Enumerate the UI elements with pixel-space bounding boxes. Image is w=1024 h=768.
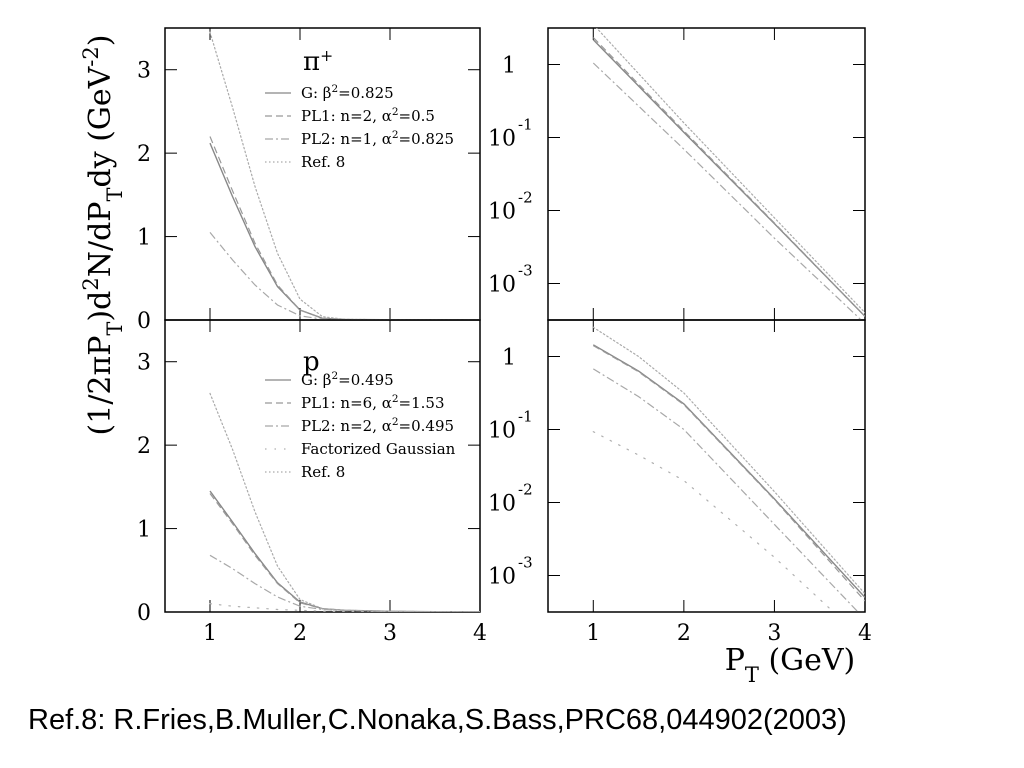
x-tick-label: 2 [293,621,307,646]
legend-label: PL2: n=1, α2=0.825 [301,129,454,148]
x-axis-label: PT (GeV) [725,643,856,687]
series-line [209,232,480,320]
series-line [592,344,865,598]
y-tick-label: 10 [488,127,516,152]
series-line [209,493,480,612]
y-tick-label: 2 [137,434,151,459]
y-tick-exponent: -3 [518,554,533,572]
y-axis-label: (1/2πPT)d2N/dPTdy (GeV-2) [79,35,127,436]
y-tick-label: 0 [137,309,151,334]
series-group [592,28,865,320]
y-tick-label: 10 [488,565,516,590]
y-tick-label: 1 [137,518,151,543]
y-tick-label: 2 [137,142,151,167]
particle-label: p [303,347,320,377]
plot-frame [547,319,866,613]
x-tick-label: 4 [858,621,872,646]
x-tick-label: 4 [473,621,487,646]
series-line [592,37,865,317]
series-line [209,554,480,612]
x-tick-label: 2 [677,621,691,646]
y-tick-label: 10 [488,200,516,225]
series-line [592,368,859,612]
particle-charge: + [320,47,333,65]
series-line [592,326,865,595]
series-group [592,326,865,612]
legend: pG: β2=0.495 PL1: n=6, α2=1.53 PL2: n=2, α… [265,347,456,481]
series-line [209,31,480,320]
panel-pion-log: 110-110-210-3 [488,27,866,321]
series-line [592,62,863,320]
y-tick-exponent: -3 [518,262,533,280]
particle-label: π+ [303,47,333,77]
y-tick-label: 10 [488,492,516,517]
panels: 0 1 2 3 π+ G: β2=0.825 PL1: n=2, α2=0.5 PL2: n=… [137,27,872,646]
figure-svg: (1/2πPT)d2N/dPTdy (GeV-2) PT (GeV) 0 1 2 3 π… [79,27,872,687]
legend-label: Factorized Gaussian [301,440,456,458]
y-tick-exponent: -1 [518,116,533,134]
series-group [209,31,480,320]
y-tick-label: 3 [137,59,151,84]
legend: π+ G: β2=0.825 PL1: n=2, α2=0.5 PL2: n=1, α… [265,47,454,171]
legend-label: PL1: n=6, α2=1.53 [301,393,445,412]
legend-label: Ref. 8 [301,463,345,481]
figure-caption: Ref.8: R.Fries,B.Muller,C.Nonaka,S.Bass,… [28,704,847,736]
y-tick-label: 1 [137,226,151,251]
series-line [592,345,865,602]
y-tick-label: 10 [488,273,516,298]
y-tick-label: 10 [488,419,516,444]
series-line [209,392,480,612]
y-tick-exponent: -1 [518,408,533,426]
plot-frame [547,27,866,321]
y-tick-label: 1 [502,54,516,79]
legend-label: PL1: n=2, α2=0.5 [301,106,435,125]
legend-label: G: β2=0.495 [301,370,394,389]
panel-pion-linear: 0 1 2 3 π+ G: β2=0.825 PL1: n=2, α2=0.5 PL2: n=… [137,27,481,334]
legend-label: G: β2=0.825 [301,83,394,102]
series-line [592,431,835,612]
x-tick-label: 1 [586,621,600,646]
plot-frame [164,27,481,321]
y-tick-label: 0 [137,601,151,626]
panel-proton-linear: 1 2 3 4 0 1 2 3 pG: β2=0.495 PL1: n=6, α2=1.53 PL2… [137,319,487,646]
series-line [595,28,865,314]
y-tick-label: 3 [137,351,151,376]
series-line [209,490,480,612]
y-tick-exponent: -2 [518,481,533,499]
legend-label: Ref. 8 [301,153,345,171]
y-tick-label: 1 [502,346,516,371]
series-group [209,392,480,612]
legend-label: PL2: n=2, α2=0.495 [301,416,454,435]
x-tick-label: 3 [383,621,397,646]
x-tick-label: 3 [767,621,781,646]
plot-frame [164,319,481,613]
x-tick-label: 1 [203,621,217,646]
y-tick-exponent: -2 [518,189,533,207]
